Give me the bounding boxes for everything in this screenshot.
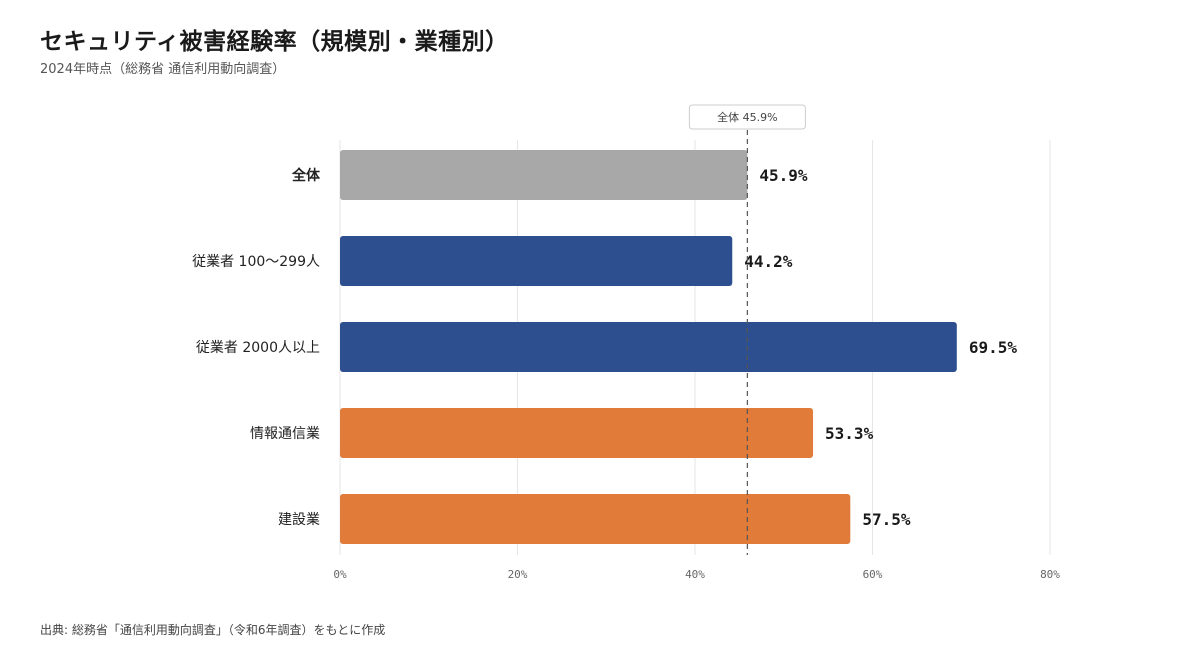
category-label: 従業者 2000人以上 — [196, 340, 320, 356]
value-label: 45.9% — [759, 166, 808, 185]
category-label: 情報通信業 — [250, 426, 320, 442]
category-label: 従業者 100〜299人 — [192, 254, 320, 270]
x-tick-label: 0% — [333, 568, 347, 581]
reference-label: 全体 45.9% — [717, 110, 777, 124]
value-label: 44.2% — [744, 252, 793, 271]
chart-title: セキュリティ被害経験率（規模別・業種別） — [40, 29, 509, 55]
category-label: 建設業 — [278, 512, 320, 528]
value-label: 69.5% — [969, 338, 1018, 357]
bar — [340, 408, 814, 458]
chart-subtitle: 2024年時点（総務省 通信利用動向調査） — [40, 62, 286, 77]
x-tick-label: 40% — [685, 568, 705, 581]
x-tick-label: 60% — [863, 568, 883, 581]
source-note: 出典: 総務省「通信利用動向調査」（令和6年調査）をもとに作成 — [40, 623, 386, 637]
category-label: 全体 — [291, 167, 321, 184]
x-tick-label: 80% — [1040, 568, 1060, 581]
reference-label-box — [688, 104, 806, 130]
x-tick-label: 20% — [508, 568, 528, 581]
value-label: 57.5% — [862, 510, 911, 529]
bar — [340, 322, 957, 372]
bar — [340, 150, 748, 200]
bar — [340, 236, 733, 286]
value-label: 53.3% — [825, 424, 874, 443]
bar — [340, 494, 851, 544]
